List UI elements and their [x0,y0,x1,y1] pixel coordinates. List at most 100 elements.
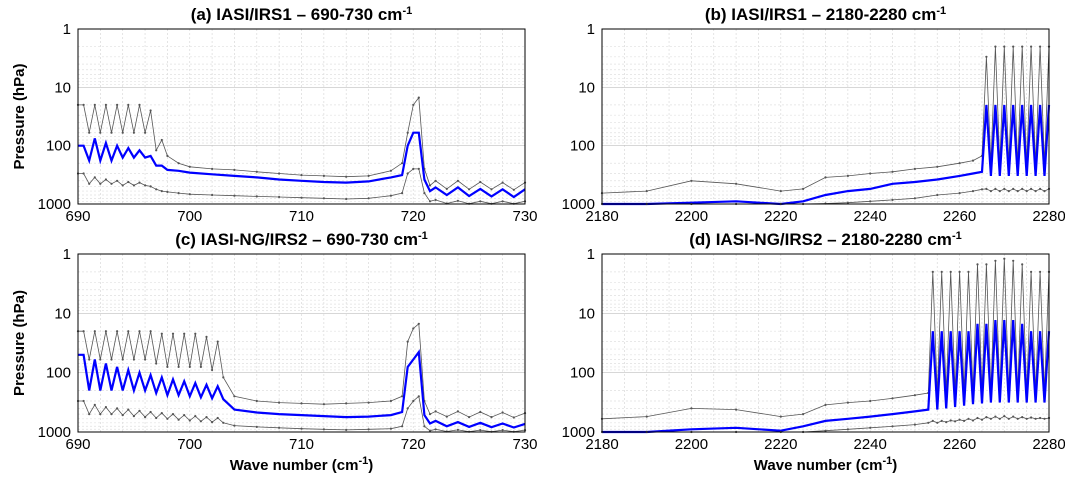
x-tick-label: 2220 [764,436,797,453]
x-tick-label: 2280 [1032,436,1065,453]
data-point-lower [967,417,970,420]
data-point-lower [211,193,214,197]
data-point-upper [645,190,648,193]
x-tick-label: 2180 [585,436,618,453]
data-point-lower [846,201,850,204]
data-point-upper [802,413,805,416]
data-point-upper [406,131,409,134]
data-point-lower [322,428,325,431]
data-point-upper [479,180,482,184]
data-point-upper [233,395,236,398]
data-point-lower [1043,417,1046,420]
plot-frame [77,28,526,205]
data-point-upper [155,362,158,365]
chart-title-sup: -1 [952,230,962,242]
data-point-lower [194,415,197,418]
x-tick-label: 2220 [764,208,797,225]
y-tick-label: 1000 [38,424,71,441]
chart-title: (d) IASI-NG/IRS2 – 2180-2280 cm-1 [689,230,961,249]
data-point-lower [127,180,130,184]
y-tick-label: 10 [578,305,595,322]
data-point-lower [211,421,214,424]
data-point-lower [99,182,102,185]
x-tick-label: 2260 [943,436,976,453]
data-point-upper [132,131,135,134]
data-point-upper [445,187,448,190]
data-point-lower [160,412,163,415]
data-point-upper [1039,45,1042,48]
data-point-upper [127,330,130,333]
x-axis-label: Wave number (cm-1) [754,455,897,474]
series-median [78,349,526,429]
data-point-upper [300,174,303,177]
data-point-lower [166,417,169,420]
x-tick-label: 720 [401,436,426,453]
x-tick-label: 2180 [585,208,618,225]
data-point-upper [138,330,141,333]
data-point-upper [891,170,894,173]
data-point-upper [99,131,102,134]
x-tick-label: 730 [512,436,537,453]
data-point-lower [177,418,180,421]
data-point-lower [278,426,281,429]
data-point-upper [735,408,738,411]
data-point-lower [93,176,96,179]
data-point-lower [222,421,225,424]
x-tick-label: 730 [512,208,537,225]
data-point-upper [512,188,515,191]
x-tick-label: 710 [289,436,314,453]
data-point-lower [216,416,219,420]
data-point-upper [501,411,504,414]
y-tick-label: 10 [54,305,71,322]
data-point-lower [1034,190,1037,193]
data-point-lower [434,198,437,201]
data-point-lower [501,200,504,203]
data-point-lower [1012,187,1015,190]
data-point-lower [927,421,930,424]
data-point-upper [690,407,693,410]
data-point-upper [138,103,141,106]
data-point-lower [188,419,191,422]
data-point-lower [423,425,426,428]
data-point-upper [171,332,175,335]
data-point-upper [824,176,827,179]
data-point-upper [971,159,975,162]
data-point-lower [869,426,872,429]
data-point-upper [144,131,147,134]
data-point-upper [345,402,348,405]
data-point-upper [367,174,370,177]
data-point-upper [110,358,113,361]
data-point-upper [401,395,404,398]
data-point-lower [1007,417,1010,420]
data-point-upper [177,365,180,368]
data-point-upper [255,170,258,173]
data-point-lower [428,200,432,203]
data-point-upper [891,397,894,400]
data-point-upper [913,394,917,397]
chart-title-main: (c) IASI-NG/IRS2 – 690-730 cm [175,230,418,249]
x-tick-label: 2200 [675,208,708,225]
data-point-upper [936,165,939,168]
data-point-lower [931,419,934,422]
data-point-lower [423,192,426,195]
data-point-lower [976,416,979,420]
data-point-lower [401,425,404,428]
panel-a: 690 700 710 720 730 1 10 100 1000 (a) IASI/IRS1 –… [11,5,538,225]
data-point-lower [434,428,437,431]
data-point-lower [345,428,348,431]
data-point-lower [958,192,961,195]
y-tick-label: 100 [46,365,71,382]
y-tick-label: 100 [570,365,595,382]
series-upper [601,46,1050,194]
chart-title-sup: -1 [402,5,412,17]
data-point-lower [824,429,827,432]
data-point-upper [322,403,325,406]
data-point-upper [205,335,208,338]
x-tick-label: 720 [401,208,426,225]
data-point-lower [958,418,961,421]
data-point-upper [222,376,225,379]
data-point-lower [127,408,130,411]
data-point-lower [99,413,102,416]
data-point-upper [149,330,152,333]
